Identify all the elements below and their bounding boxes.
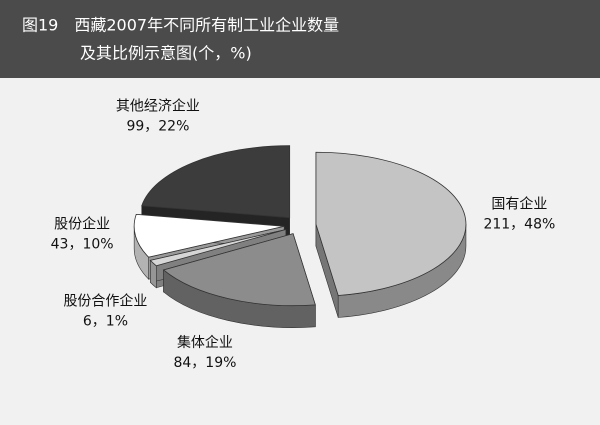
slice — [141, 145, 291, 219]
header-bar — [0, 0, 600, 78]
slice-group — [315, 151, 467, 318]
slice — [315, 151, 467, 296]
slice — [149, 229, 286, 267]
value-label: 6，1% — [83, 313, 128, 329]
chart-title: 及其比例示意图(个，%) — [80, 44, 252, 63]
category-label: 国有企业 — [491, 195, 547, 212]
category-label: 集体企业 — [177, 334, 233, 351]
category-label: 股份企业 — [54, 216, 110, 233]
value-label: 84，19% — [173, 355, 236, 371]
slice-group — [162, 233, 316, 328]
category-label: 其他经济企业 — [116, 98, 200, 115]
value-label: 99，22% — [126, 119, 189, 135]
value-label: 211，48% — [483, 216, 555, 232]
slice — [133, 213, 285, 258]
slice — [162, 233, 316, 307]
category-label: 股份合作企业 — [63, 292, 147, 309]
value-label: 43，10% — [51, 237, 114, 253]
chart-title: 图19 西藏2007年不同所有制工业企业数量 — [22, 16, 339, 35]
